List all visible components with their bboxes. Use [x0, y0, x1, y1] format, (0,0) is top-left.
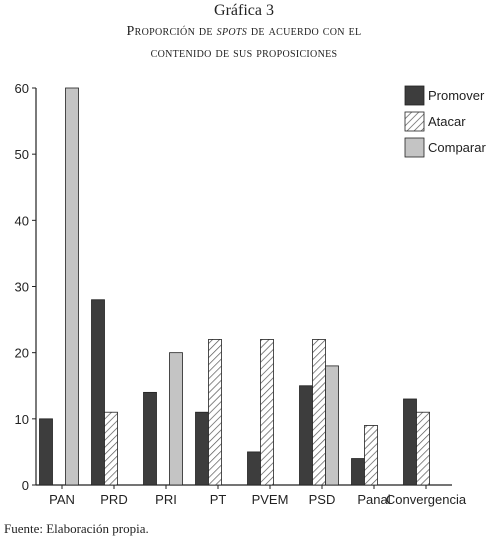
- chart-title-line-1: Proporción de spots de acuerdo con el: [0, 24, 488, 40]
- x-tick-label-psd: PSD: [309, 492, 336, 507]
- x-tick-label-pan: PAN: [49, 492, 75, 507]
- title-part-1: Proporción de: [126, 24, 217, 39]
- bars: [39, 87, 430, 486]
- legend: Promover Atacar Comparar: [404, 85, 486, 158]
- bar-promover-convergencia: [403, 398, 417, 486]
- legend-swatch-atacar: [404, 111, 425, 132]
- bar-promover-pan: [39, 418, 53, 486]
- bar-atacar-psd: [312, 339, 326, 486]
- bar-promover-pri: [143, 391, 157, 486]
- bar-atacar-pvem: [260, 339, 274, 486]
- x-tick-label-convergencia: Convergencia: [386, 492, 467, 507]
- chart-title-line-2: contenido de sus proposiciones: [150, 46, 338, 61]
- legend-swatch-comparar: [404, 137, 425, 158]
- bar-promover-panal: [351, 458, 365, 486]
- figure-number: Gráfica 3: [214, 2, 274, 19]
- x-tick-label-pri: PRI: [155, 492, 177, 507]
- axes: 0 10 20 30 40 50 60 PAN PRD PRI PT PVEM PSD PanalConv…: [15, 81, 467, 507]
- legend-label-atacar: Atacar: [428, 114, 466, 129]
- bar-atacar-pt: [208, 339, 222, 486]
- bar-atacar-convergencia: [416, 411, 430, 486]
- x-tick-label-pvem: PVEM: [252, 492, 289, 507]
- legend-swatch-promover: [404, 85, 425, 106]
- bar-comparar-psd: [325, 365, 339, 486]
- y-tick-label: 0: [22, 478, 29, 493]
- legend-label-promover: Promover: [428, 88, 485, 103]
- bar-promover-prd: [91, 299, 105, 486]
- bar-promover-psd: [299, 385, 313, 486]
- bar-promover-pvem: [247, 451, 261, 486]
- title-part-italic: spots: [216, 24, 248, 39]
- bar-comparar-pan: [65, 87, 79, 486]
- y-tick-label: 40: [15, 213, 29, 228]
- x-tick-label-panal: Panal: [357, 492, 390, 507]
- y-tick-label: 60: [15, 81, 29, 96]
- title-part-3: de acuerdo con el: [247, 24, 362, 39]
- y-tick-label: 10: [15, 412, 29, 427]
- y-tick-label: 30: [15, 280, 29, 295]
- bar-promover-pt: [195, 411, 209, 486]
- source-note: Fuente: Elaboración propia.: [4, 521, 149, 536]
- x-tick-label-prd: PRD: [100, 492, 127, 507]
- y-tick-label: 20: [15, 346, 29, 361]
- bar-atacar-prd: [104, 411, 118, 486]
- x-tick-label-pt: PT: [210, 492, 227, 507]
- bar-atacar-panal: [364, 425, 378, 486]
- y-tick-label: 50: [15, 147, 29, 162]
- legend-label-comparar: Comparar: [428, 140, 486, 155]
- bar-comparar-pri: [169, 352, 183, 486]
